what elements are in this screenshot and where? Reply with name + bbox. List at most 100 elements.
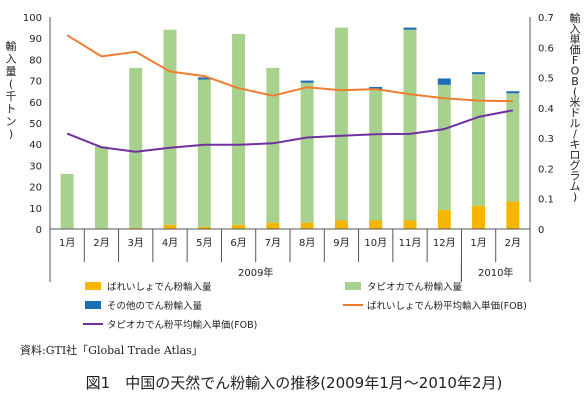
bar-tapioca — [334, 27, 348, 221]
y-tick-label-left: 80 — [29, 55, 42, 66]
x-tick-label: 3月 — [128, 237, 144, 249]
axis-label-text: 輸入単価 F O B (米ドル/キログラム) — [570, 11, 581, 204]
legend-swatch — [85, 301, 101, 309]
axis-label-char: 米 — [570, 96, 581, 109]
x-tick-label: 7月 — [265, 237, 281, 249]
x-tick-label: 10月 — [364, 237, 387, 249]
bar-potato — [300, 222, 314, 229]
bar-other — [437, 78, 451, 85]
y-tick-label-left: 60 — [29, 98, 42, 109]
axis-label-char: ラ — [570, 170, 581, 183]
legend-label: ばれいしょでん粉輸入量 — [107, 281, 212, 293]
x-tick-label: 2月 — [93, 237, 109, 249]
axis-label-char: / — [573, 128, 577, 141]
y-tick-label-left: 40 — [29, 140, 42, 151]
axis-label-char: 単 — [570, 32, 581, 46]
y-tick-label-right: 0.4 — [538, 104, 554, 115]
y-tick-label-left: 50 — [29, 119, 42, 130]
x-tick-label: 2月 — [505, 237, 521, 249]
axis-label-text: 輸入量(千トン) — [6, 39, 17, 141]
year-group-label: 2010年 — [478, 266, 513, 279]
bar-tapioca — [403, 29, 417, 221]
y-axis-label-left: 輸入量(千トン) — [6, 39, 17, 141]
axis-label-char: ル — [570, 117, 581, 130]
y-tick-label-right: 0.3 — [538, 134, 554, 145]
bar-tapioca — [369, 89, 383, 221]
axis-label-char: 価 — [570, 44, 581, 57]
bar-potato — [437, 209, 451, 229]
bar-tapioca — [129, 67, 143, 228]
axis-label-char: 入 — [570, 23, 581, 36]
x-tick-label: 5月 — [196, 237, 212, 249]
axis-label-char: ) — [9, 128, 13, 141]
y-tick-label-left: 30 — [29, 161, 42, 172]
legend-label: その他のでん粉輸入量 — [107, 300, 203, 312]
y-tick-label-left: 100 — [23, 13, 42, 24]
x-tick-label: 4月 — [162, 237, 178, 249]
bar-tapioca — [300, 82, 314, 223]
axis-frame — [49, 17, 531, 230]
y-tick-label-left: 70 — [29, 77, 42, 88]
bar-potato — [163, 224, 177, 229]
bar-other — [369, 86, 383, 90]
axis-label-char: 輸 — [570, 11, 581, 25]
legend-swatch — [85, 282, 101, 290]
axis-label-char: ト — [6, 103, 17, 116]
x-tick-label: 12月 — [433, 237, 456, 249]
axis-label-char: 輸 — [6, 39, 17, 53]
bar-other — [300, 80, 314, 83]
bar-tapioca — [266, 67, 280, 223]
x-tick-label: 1月 — [59, 237, 75, 249]
bar-other — [506, 91, 520, 94]
line-tapioca-price — [66, 109, 514, 153]
y-tick-label-left: 0 — [36, 225, 42, 236]
axis-label-char: F — [572, 54, 578, 67]
y-tick-label-right: 0.1 — [538, 195, 554, 206]
axis-label-char: ) — [573, 191, 577, 204]
y-tick-label-left: 20 — [29, 183, 42, 194]
bar-potato — [197, 226, 211, 229]
bar-potato — [403, 220, 417, 229]
axis-label-char: ド — [570, 107, 581, 120]
x-tick-label: 1月 — [470, 237, 486, 249]
bar-potato — [506, 201, 520, 229]
bar-tapioca — [94, 146, 108, 229]
legend-swatch — [345, 282, 361, 290]
figure-caption: 図1 中国の天然でん粉輸入の推移(2009年1月〜2010年2月) — [85, 374, 503, 392]
axis-label-char: 量 — [6, 65, 17, 78]
bar-tapioca — [60, 173, 74, 229]
bar-other — [197, 77, 211, 80]
left-axis-ticks: 0 10 20 30 40 50 60 70 80 90 100 — [23, 13, 42, 236]
axis-label-char: 入 — [6, 53, 17, 66]
line-potato-price — [66, 34, 513, 103]
x-tick-label: 8月 — [299, 237, 315, 249]
y-tick-label-right: 0.6 — [538, 43, 554, 54]
legend-label: タピオカでん粉平均輸入単価(FOB) — [107, 319, 257, 331]
y-tick-label-left: 10 — [29, 204, 42, 215]
x-tick-label: 11月 — [399, 237, 422, 249]
axis-label-char: キ — [570, 138, 581, 151]
axis-label-char: O — [571, 65, 580, 78]
bar-other — [472, 72, 486, 75]
y-axis-label-right: 輸入単価 F O B (米ドル/キログラム) — [570, 11, 581, 204]
y-tick-label-right: 0.5 — [538, 74, 554, 85]
legend-label: ばれいしょでん粉平均輸入単価(FOB) — [367, 300, 527, 312]
bar-other — [403, 27, 417, 30]
bar-potato — [369, 220, 383, 229]
bar-tapioca — [472, 74, 486, 206]
axis-label-char: ロ — [570, 149, 581, 162]
bar-potato — [472, 205, 486, 229]
source-note: 資料:GTI社「Global Trade Atlas」 — [20, 344, 203, 357]
axis-label-char: B — [571, 75, 579, 88]
axis-label-char: ン — [6, 115, 17, 128]
x-tick-label: 6月 — [230, 237, 246, 249]
bar-tapioca — [437, 84, 451, 210]
year-group-label: 2009年 — [238, 266, 273, 279]
bar-potato — [232, 224, 246, 229]
right-axis-ticks: 0 0.1 0.2 0.3 0.4 0.5 0.6 0.7 — [538, 13, 554, 236]
axis-label-char: ( — [573, 86, 577, 99]
bar-tapioca — [197, 79, 211, 227]
x-axis-labels: 1月 2月 3月 4月 5月 6月 7月 8月 9月 10月 11月 12月 1月 2月 2009年 2010… — [49, 229, 531, 282]
